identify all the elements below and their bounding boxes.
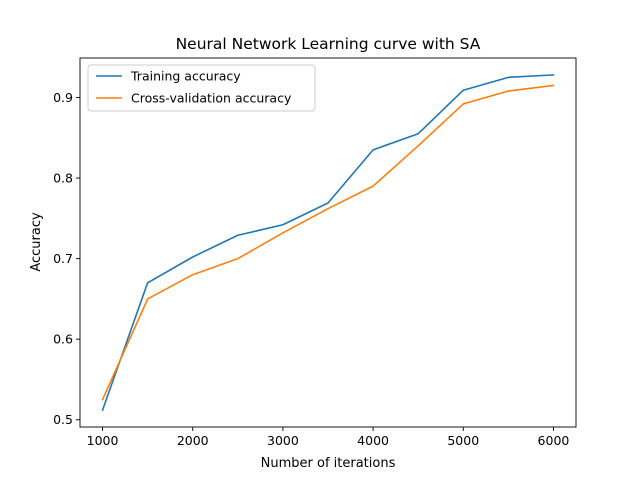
legend-box (87, 64, 316, 112)
x-tick-label: 5000 (447, 433, 479, 448)
y-tick-label: 0.5 (53, 412, 73, 427)
legend: Training accuracy Cross-validation accura… (87, 64, 316, 112)
y-tick-label: 0.9 (53, 90, 73, 105)
y-tick-label: 0.6 (53, 332, 73, 347)
y-tick-label: 0.7 (53, 251, 73, 266)
legend-label-2: Cross-validation accuracy (131, 91, 292, 106)
x-tick-label: 1000 (87, 433, 119, 448)
x-tick-label: 2000 (177, 433, 209, 448)
chart-title: Neural Network Learning curve with SA (176, 35, 481, 53)
series-line-2 (101, 84, 555, 401)
x-tick-label: 4000 (357, 433, 389, 448)
x-tick-label: 3000 (267, 433, 299, 448)
axes-frame (79, 57, 577, 428)
y-axis-label: Accuracy (29, 212, 44, 272)
series-line-1 (101, 74, 555, 412)
plot-area: 1000 2000 3000 4000 5000 6000 0.5 0.6 0.7 0.8 0.9 T… (53, 57, 577, 448)
legend-label-1: Training accuracy (130, 69, 241, 84)
x-tick-label: 6000 (538, 433, 570, 448)
y-tick-label: 0.8 (53, 171, 73, 186)
x-axis-label: Number of iterations (261, 456, 396, 471)
